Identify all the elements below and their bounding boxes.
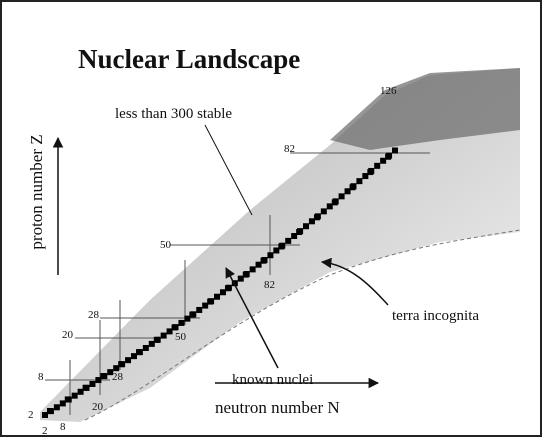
known-pointer: [225, 267, 279, 369]
stable-nucleus: [214, 293, 221, 300]
stable-nucleus: [392, 147, 398, 154]
stable-nucleus: [136, 349, 143, 356]
stable-nucleus: [113, 365, 120, 372]
stable-nucleus: [125, 357, 132, 364]
stable-nucleus: [308, 218, 315, 225]
stable-nucleus: [107, 369, 114, 376]
y-axis-label: proton number Z: [27, 134, 46, 249]
drip-line: [84, 229, 521, 421]
stable-nucleus: [231, 280, 238, 287]
stable-nucleus: [255, 261, 262, 268]
heavy-region: [330, 68, 520, 150]
stable-nucleus: [196, 306, 203, 313]
magic-label: 82: [264, 279, 275, 291]
magic-label: 50: [175, 331, 187, 343]
stable-nucleus: [326, 203, 333, 210]
stable-nucleus: [225, 284, 232, 291]
stable-nucleus: [243, 271, 250, 278]
stable-nucleus: [101, 373, 108, 380]
stable-pointer: [204, 124, 253, 216]
stable-nucleus: [160, 332, 167, 339]
stable-nucleus: [344, 188, 351, 195]
stable-nucleus: [172, 324, 179, 331]
magic-label: 126: [380, 85, 397, 97]
stable-nucleus: [273, 247, 280, 254]
magic-label: 8: [60, 421, 66, 433]
stable-nucleus: [95, 377, 102, 384]
annotation: terra incognita: [392, 308, 479, 324]
annotation: known nuclei: [232, 372, 313, 388]
stable-nucleus: [148, 340, 155, 347]
stable-nucleus: [279, 242, 286, 249]
stable-nucleus: [219, 289, 226, 296]
stable-nucleus: [178, 319, 185, 326]
stable-nucleus: [237, 275, 244, 282]
stable-nucleus: [142, 344, 149, 351]
stable-nucleus: [83, 384, 90, 391]
magic-label: 2: [28, 409, 34, 421]
stable-nucleus: [368, 167, 375, 174]
stable-nucleus: [314, 213, 321, 220]
stable-nucleus: [332, 198, 339, 205]
stable-nucleus: [338, 193, 345, 200]
stable-nucleus: [303, 223, 310, 230]
stable-nucleus: [65, 396, 72, 403]
x-axis-label: neutron number N: [215, 398, 340, 417]
stable-nucleus: [154, 336, 161, 343]
stable-nucleus: [267, 252, 274, 259]
stable-nucleus: [380, 157, 387, 164]
stable-nucleus: [71, 392, 78, 399]
magic-lines: [45, 152, 430, 415]
title: Nuclear Landscape: [78, 44, 300, 74]
stable-nucleus: [119, 361, 126, 368]
stable-nucleus: [356, 178, 363, 185]
magic-label: 82: [284, 143, 295, 155]
stable-nucleus: [261, 256, 268, 263]
stable-nucleus: [42, 412, 48, 418]
stable-nucleus: [130, 353, 137, 360]
stable-nucleus: [47, 408, 54, 415]
stable-nucleus: [59, 400, 66, 407]
stable-nucleus: [202, 302, 209, 309]
magic-label: 20: [92, 401, 104, 413]
stable-nucleus: [297, 228, 304, 235]
magic-label: 2: [42, 425, 48, 437]
stable-nucleus: [350, 183, 357, 190]
stable-nucleus: [166, 328, 173, 335]
stable-nucleus: [184, 315, 191, 322]
stable-nucleus: [208, 298, 215, 305]
stable-nucleus: [190, 311, 197, 318]
magic-label: 20: [62, 329, 74, 341]
magic-label: 8: [38, 371, 44, 383]
magic-label: 50: [160, 239, 172, 251]
stable-nucleus: [362, 173, 369, 180]
annotation: less than 300 stable: [115, 106, 232, 122]
stable-valley: [42, 147, 398, 418]
stable-nucleus: [285, 237, 292, 244]
stable-nucleus: [320, 208, 327, 215]
magic-label: 28: [112, 371, 124, 383]
stable-nucleus: [374, 162, 381, 169]
stable-nucleus: [249, 266, 256, 273]
magic-label: 28: [88, 309, 100, 321]
terra-pointer: [320, 257, 389, 306]
stable-nucleus: [89, 380, 96, 387]
stable-nucleus: [77, 388, 84, 395]
stable-nucleus: [291, 233, 298, 240]
stable-nucleus: [386, 152, 393, 159]
stable-nucleus: [53, 404, 60, 411]
